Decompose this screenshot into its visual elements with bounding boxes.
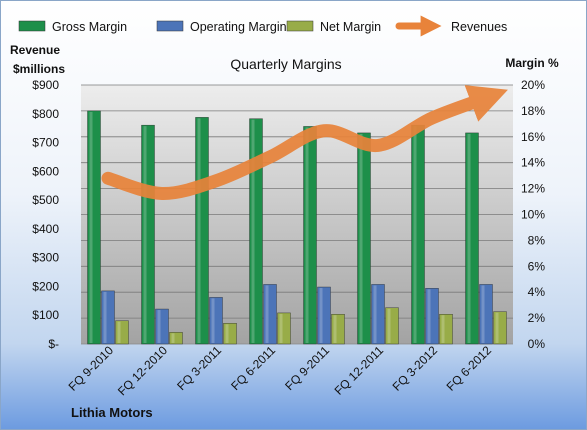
- left-tick-label: $700: [32, 136, 59, 150]
- category-label: FQ 9-2010: [66, 343, 117, 394]
- bar-highlight: [319, 288, 323, 343]
- left-tick-label: $600: [32, 164, 59, 178]
- bar-highlight: [251, 119, 255, 343]
- bar-net-margin: [493, 311, 507, 345]
- legend-label-gross-margin: Gross Margin: [52, 20, 127, 34]
- right-tick-label: 14%: [521, 156, 545, 170]
- bar-operating-margin: [317, 286, 331, 345]
- right-tick-label: 20%: [521, 78, 545, 92]
- right-tick-label: 16%: [521, 130, 545, 144]
- bar-highlight: [157, 310, 161, 343]
- bar-operating-margin: [209, 297, 223, 345]
- bar-gross-margin: [465, 132, 479, 345]
- bar-highlight: [387, 308, 391, 343]
- bar-gross-margin: [411, 124, 425, 345]
- left-tick-label: $100: [32, 308, 59, 322]
- left-tick-label: $200: [32, 279, 59, 293]
- bar-highlight: [279, 313, 283, 343]
- bar-highlight: [481, 285, 485, 343]
- category-label: FQ 9-2011: [282, 343, 332, 393]
- legend-swatch-operating-margin: [156, 20, 184, 32]
- bar-highlight: [373, 285, 377, 343]
- right-tick-label: 10%: [521, 208, 545, 222]
- category-label: FQ 3-2012: [390, 343, 441, 394]
- bar-operating-margin: [155, 308, 169, 345]
- bar-highlight: [359, 133, 363, 343]
- right-tick-label: 18%: [521, 104, 545, 118]
- bar-highlight: [265, 285, 269, 343]
- legend-label-net-margin: Net Margin: [320, 20, 381, 34]
- legend-label-operating-margin: Operating Margin: [190, 20, 287, 34]
- category-label: FQ 12-2011: [332, 343, 387, 398]
- category-label: FQ 3-2011: [174, 343, 224, 393]
- bar-highlight: [197, 118, 201, 343]
- bar-highlight: [103, 291, 107, 343]
- bar-highlight: [89, 111, 93, 344]
- bar-highlight: [333, 315, 337, 343]
- bar-net-margin: [115, 320, 129, 345]
- bar-net-margin: [331, 314, 345, 345]
- bar-highlight: [441, 315, 445, 343]
- bar-gross-margin: [141, 124, 155, 345]
- bar-gross-margin: [303, 126, 317, 345]
- bar-net-margin: [169, 332, 183, 345]
- bar-gross-margin: [357, 132, 371, 345]
- right-tick-label: 2%: [528, 311, 546, 325]
- chart-title: Quarterly Margins: [230, 56, 341, 72]
- bar-highlight: [171, 333, 175, 343]
- left-axis-title-line2: $millions: [13, 62, 65, 76]
- bar-operating-margin: [479, 284, 493, 345]
- bar-operating-margin: [425, 288, 439, 345]
- right-axis-title: Margin %: [505, 56, 559, 70]
- left-tick-label: $500: [32, 193, 59, 207]
- legend-swatch-net-margin: [286, 20, 314, 32]
- bar-net-margin: [223, 323, 237, 345]
- category-label: FQ 12-2010: [115, 343, 170, 398]
- left-tick-label: $400: [32, 222, 59, 236]
- right-tick-label: 4%: [528, 285, 546, 299]
- bar-net-margin: [277, 312, 291, 345]
- bar-gross-margin: [87, 110, 101, 345]
- bar-operating-margin: [101, 290, 115, 345]
- category-label: FQ 6-2012: [444, 343, 495, 394]
- legend-label-revenues: Revenues: [451, 20, 507, 34]
- bar-operating-margin: [371, 284, 385, 345]
- bar-gross-margin: [195, 117, 209, 345]
- bar-highlight: [427, 289, 431, 343]
- right-tick-label: 6%: [528, 259, 546, 273]
- bar-net-margin: [439, 314, 453, 345]
- company-name: Lithia Motors: [71, 405, 153, 420]
- bar-operating-margin: [263, 284, 277, 345]
- revenues-line: [101, 85, 508, 200]
- left-tick-label: $800: [32, 107, 59, 121]
- bar-highlight: [413, 126, 417, 344]
- bar-net-margin: [385, 307, 399, 345]
- bar-highlight: [495, 312, 499, 343]
- left-tick-label: $900: [32, 78, 59, 92]
- legend-swatch-gross-margin: [18, 20, 46, 32]
- left-axis-title-line1: Revenue: [10, 43, 60, 57]
- bar-gross-margin: [249, 118, 263, 345]
- bar-highlight: [305, 127, 309, 343]
- bar-highlight: [117, 321, 121, 343]
- left-tick-label: $-: [48, 337, 59, 351]
- bar-highlight: [225, 324, 229, 343]
- right-tick-label: 8%: [528, 233, 546, 247]
- right-tick-label: 12%: [521, 182, 545, 196]
- bar-highlight: [467, 133, 471, 343]
- right-tick-label: 0%: [528, 337, 546, 351]
- category-label: FQ 6-2011: [228, 343, 278, 393]
- bar-highlight: [143, 126, 147, 344]
- left-tick-label: $300: [32, 251, 59, 265]
- bar-highlight: [211, 298, 215, 343]
